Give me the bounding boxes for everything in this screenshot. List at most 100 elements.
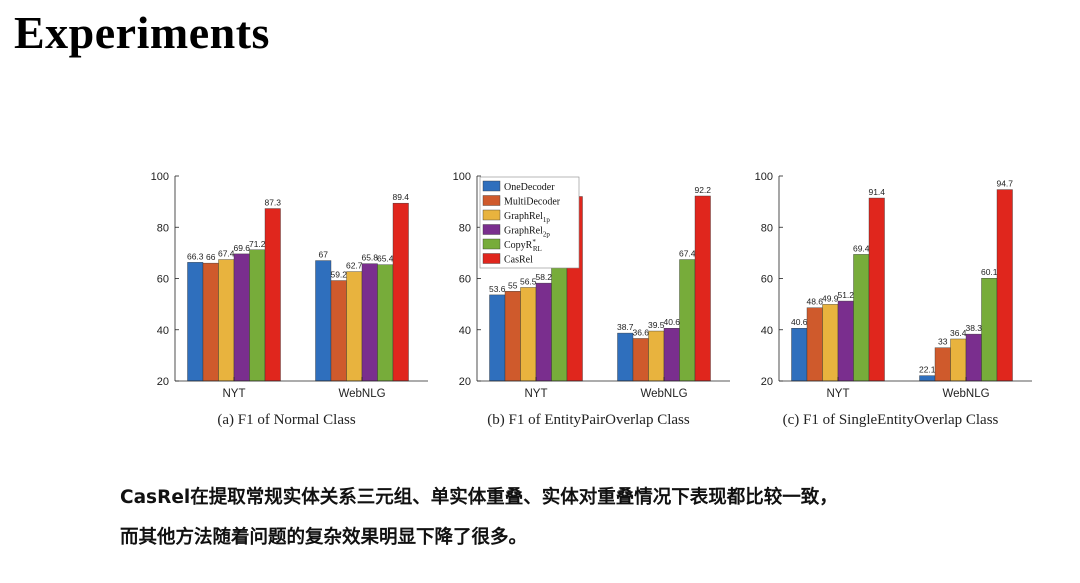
chart-caption: (c) F1 of SingleEntityOverlap Class [783,412,999,428]
bar-value-label: 39.5 [648,320,665,330]
chart-panel-2: 53.638.75536.656.539.558.240.672.867.492… [453,171,730,428]
legend-label-copyrrl: CopyR* RL [504,238,542,253]
legend-label-onedecoder: OneDecoder [504,182,555,193]
y-tick-label: 60 [761,274,773,286]
bar-value-label: 38.7 [617,322,634,332]
bar-value-label: 67.4 [679,249,696,259]
y-tick-label: 100 [453,171,471,183]
bar-value-label: 60.1 [981,267,998,277]
bar-value-label: 67 [319,250,329,260]
chart-panel-1: 66.3 67 66 59.2 67.4 62.7 69.6 65.8 71.2 65.4 87.3… [151,171,428,428]
bar-casrel-webnlg [996,189,1013,382]
y-tick-label: 20 [157,376,169,388]
bar-multidecoder-nyt [806,307,823,382]
chart-panel-3: 40.6 22.1 48.6 33 49.9 36.4 51.2 38.3 69.4 60.1 91… [755,171,1032,428]
x-tick-label: NYT [223,388,246,400]
bar-casrel-webnlg [694,195,711,382]
bar-casrel-nyt [264,208,281,382]
y-tick-label: 20 [459,376,471,388]
bar-graphrel1p-nyt [218,259,235,382]
bar-onedecoder-webnlg [919,375,936,382]
legend-label-casrel: CasRel [504,255,533,266]
bar-value-label: 66 [206,252,216,262]
y-tick-label: 100 [755,171,773,183]
y-tick-label: 40 [459,325,471,337]
bar-value-label: 36.6 [632,327,649,337]
bar-value-label: 66.3 [187,251,204,261]
bar-value-label: 87.3 [264,198,281,208]
bar-value-label: 33 [938,337,948,347]
bar-value-label: 55 [508,280,518,290]
bar-multidecoder-webnlg [934,347,951,382]
bar-onedecoder-webnlg [617,332,634,382]
bar-graphrel2p-nyt [233,253,250,382]
y-tick-label: 80 [459,222,471,234]
bar-value-label: 69.4 [853,243,870,253]
bar-graphrel2p-nyt [837,300,854,382]
bar-value-label: 48.6 [806,297,823,307]
bar-copyrrl-webnlg [377,264,394,382]
bar-value-label: 58.2 [535,272,552,282]
legend-swatch-casrel [482,253,501,264]
legend-label-graphrel2p: GraphRel2p [504,226,550,239]
bar-value-label: 36.4 [950,328,967,338]
bar-onedecoder-webnlg [315,260,332,382]
bar-value-label: 56.5 [520,276,537,286]
summary-line-2: 而其他方法随着问题的复杂效果明显下降了很多。 [120,527,528,548]
bar-multidecoder-nyt [504,291,521,382]
legend-swatch-onedecoder [482,180,501,192]
bar-copyrrl-webnlg [981,278,998,382]
y-tick-label: 20 [761,376,773,388]
x-tick-label: NYT [525,388,548,400]
bar-graphrel1p-nyt [520,287,537,382]
bar-charts-figure: 66.3 67 66 59.2 67.4 62.7 69.6 65.8 71.2 65.4 87.3… [151,171,1032,428]
bar-graphrel1p-webnlg [648,330,665,382]
legend-swatch-graphrel2p [482,224,501,235]
bar-value-label: 53.6 [489,284,506,294]
bar-copyrrl-nyt [853,254,870,382]
bar-multidecoder-nyt [202,262,219,382]
bar-multidecoder-webnlg [632,338,649,382]
bar-multidecoder-webnlg [330,280,347,382]
bar-value-label: 40.6 [791,317,808,327]
legend-swatch-copyrrl [482,238,501,250]
legend-label-multidecoder: MultiDecoder [504,197,561,208]
bar-casrel-nyt [868,197,885,382]
y-tick-label: 60 [157,274,169,286]
slide-title: Experiments [14,7,270,58]
bar-value-label: 71.2 [249,239,266,249]
bar-value-label: 62.7 [346,261,363,271]
bar-onedecoder-nyt [489,294,506,382]
bar-graphrel2p-webnlg [965,333,982,382]
y-tick-label: 60 [459,274,471,286]
bar-value-label: 89.4 [392,192,409,202]
bar-graphrel1p-webnlg [950,338,967,382]
y-tick-label: 40 [157,325,169,337]
x-tick-label: NYT [827,388,850,400]
bar-value-label: 65.4 [377,254,394,264]
bar-value-label: 67.4 [218,249,235,259]
bar-value-label: 38.3 [965,323,982,333]
bar-graphrel2p-nyt [535,282,552,382]
y-tick-label: 80 [761,222,773,234]
bar-value-label: 91.4 [868,187,885,197]
bar-graphrel2p-webnlg [361,263,378,382]
chart-caption: (a) F1 of Normal Class [217,412,355,428]
bar-value-label: 40.6 [663,317,680,327]
bar-value-label: 94.7 [996,179,1013,189]
x-tick-label: WebNLG [338,388,385,400]
bar-value-label: 22.1 [919,365,936,375]
bar-value-label: 51.2 [837,290,854,300]
bar-value-label: 65.8 [361,253,378,263]
chart-caption: (b) F1 of EntityPairOverlap Class [487,412,690,428]
legend-label-graphrel1p: GraphRel1p [504,211,550,224]
bar-value-label: 49.9 [822,293,839,303]
bar-value-label: 59.2 [330,270,347,280]
bar-graphrel2p-webnlg [663,328,680,382]
bar-onedecoder-nyt [791,328,808,382]
bar-copyrrl-nyt [249,249,266,382]
legend-box [479,176,580,269]
summary-text: CasRel在提取常规实体关系三元组、单实体重叠、实体对重叠情况下表现都比较一致… [120,478,1060,558]
summary-line-1: CasRel在提取常规实体关系三元组、单实体重叠、实体对重叠情况下表现都比较一致… [120,487,838,508]
bar-onedecoder-nyt [187,262,204,382]
